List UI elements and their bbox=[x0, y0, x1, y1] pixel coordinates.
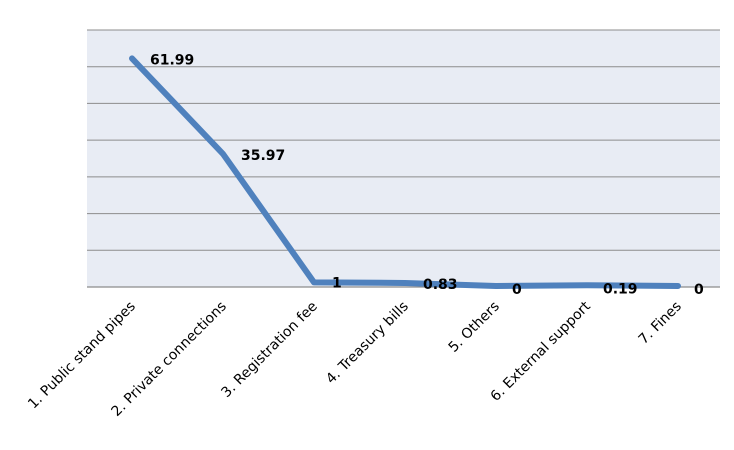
category-label: 6. External support bbox=[488, 298, 594, 404]
category-label: 3. Registration fee bbox=[218, 299, 320, 401]
data-label: 0 bbox=[694, 282, 704, 298]
data-label: 0.19 bbox=[603, 281, 638, 297]
data-label: 1 bbox=[332, 275, 342, 291]
category-label: 7. Fines bbox=[636, 299, 685, 348]
category-label: 4. Treasury bills bbox=[323, 299, 412, 388]
data-label: 0.83 bbox=[423, 277, 458, 293]
category-label: 5. Others bbox=[446, 299, 503, 356]
data-label: 61.99 bbox=[150, 52, 194, 68]
plot-area bbox=[87, 30, 720, 287]
data-label: 35.97 bbox=[241, 148, 285, 164]
series-line bbox=[129, 55, 681, 289]
data-labels: 61.99 35.97 1 0.83 0 0.19 0 bbox=[150, 52, 704, 298]
data-label: 0 bbox=[512, 282, 522, 298]
